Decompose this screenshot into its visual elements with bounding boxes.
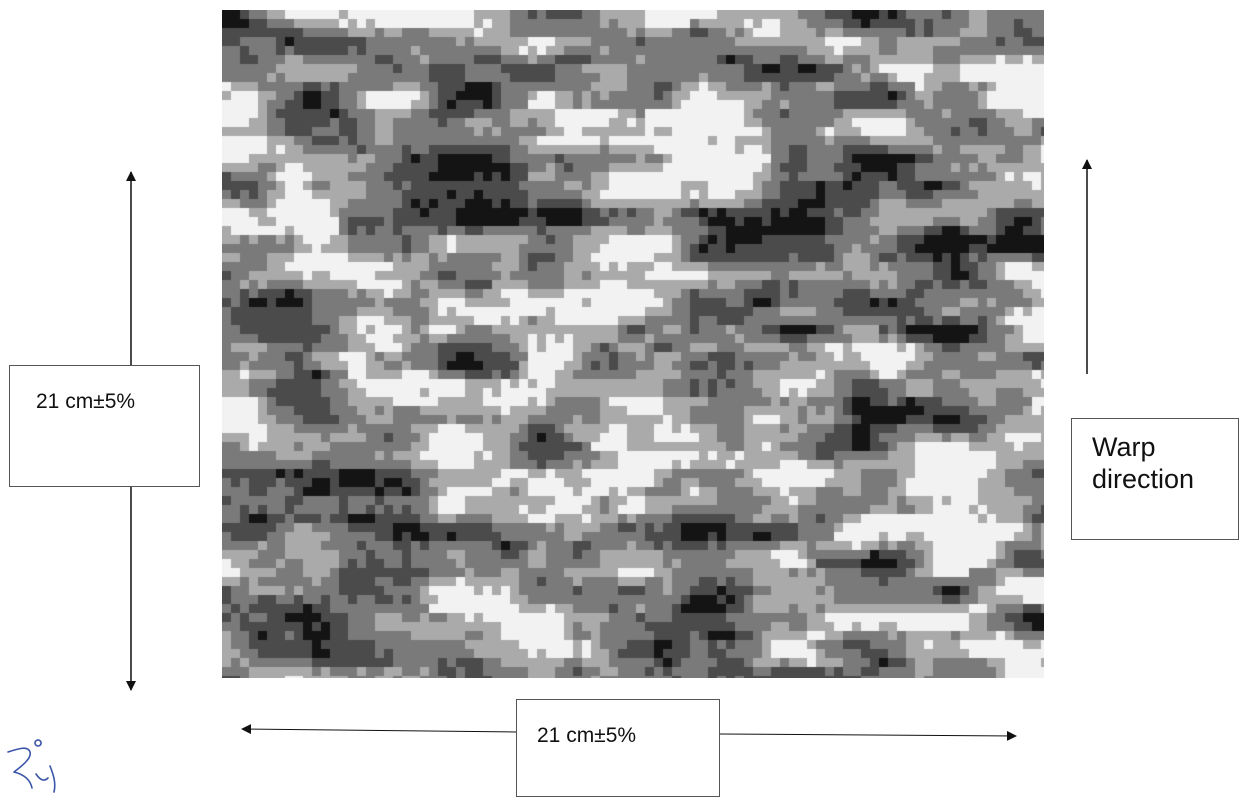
warp-direction-label-box: Warp direction [1071, 418, 1239, 540]
warp-direction-label-line2: direction [1092, 464, 1195, 495]
handwritten-signature-mark [7, 739, 56, 793]
warp-direction-label-line1: Warp [1092, 432, 1156, 462]
horizontal-dimension-label-box: 21 cm±5% [516, 699, 720, 797]
horizontal-dimension-label: 21 cm±5% [537, 724, 637, 747]
horizontal-dimension-arrow-left [241, 724, 517, 735]
horizontal-dimension-arrow-right [719, 730, 1017, 741]
camouflage-pattern-image [222, 10, 1044, 678]
vertical-dimension-label-box: 21 cm±5% [9, 365, 200, 487]
vertical-dimension-label: 21 cm±5% [36, 390, 136, 413]
